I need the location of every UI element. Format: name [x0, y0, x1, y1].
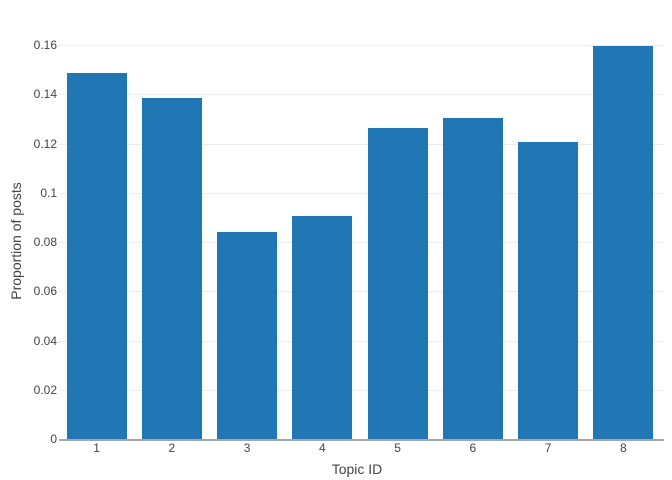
- gridline: [59, 192, 663, 194]
- y-tick-label: 0.16: [33, 38, 57, 52]
- bar-topic-7[interactable]: [518, 141, 579, 439]
- x-tick-label: 7: [544, 441, 552, 455]
- gridline: [59, 291, 663, 293]
- gridline: [59, 389, 663, 391]
- bar-topic-4[interactable]: [292, 215, 353, 439]
- gridline: [59, 94, 663, 96]
- x-axis-line: [59, 439, 664, 441]
- bar-topic-1[interactable]: [66, 73, 127, 439]
- y-tick-label: 0.14: [33, 87, 57, 102]
- y-tick-label: 0: [50, 432, 57, 446]
- gridline: [59, 143, 663, 145]
- gridline: [59, 45, 663, 46]
- bar-topic-2[interactable]: [141, 97, 202, 439]
- y-tick-label: 0.06: [33, 284, 57, 299]
- x-axis-title: Topic ID: [331, 461, 383, 477]
- bar-topic-6[interactable]: [442, 118, 503, 439]
- bar-topic-5[interactable]: [367, 127, 428, 439]
- y-tick-label: 0.04: [33, 333, 57, 348]
- x-tick-label: 2: [168, 441, 176, 455]
- y-tick-label: 0.02: [33, 382, 57, 397]
- y-tick-label: 0.08: [33, 235, 57, 249]
- x-tick-label: 1: [93, 441, 100, 455]
- x-tick-label: 8: [620, 441, 627, 455]
- gridline: [59, 242, 663, 243]
- x-tick-label: 4: [319, 441, 326, 455]
- gridline: [59, 340, 663, 342]
- y-tick-label: 0.12: [33, 136, 57, 151]
- x-tick-label: 5: [394, 441, 401, 455]
- x-tick-label: 6: [469, 441, 477, 455]
- bar-topic-8[interactable]: [593, 45, 654, 439]
- x-tick-label: 3: [243, 441, 251, 455]
- y-tick-label: 0.1: [40, 185, 57, 200]
- bar-topic-3[interactable]: [217, 231, 278, 439]
